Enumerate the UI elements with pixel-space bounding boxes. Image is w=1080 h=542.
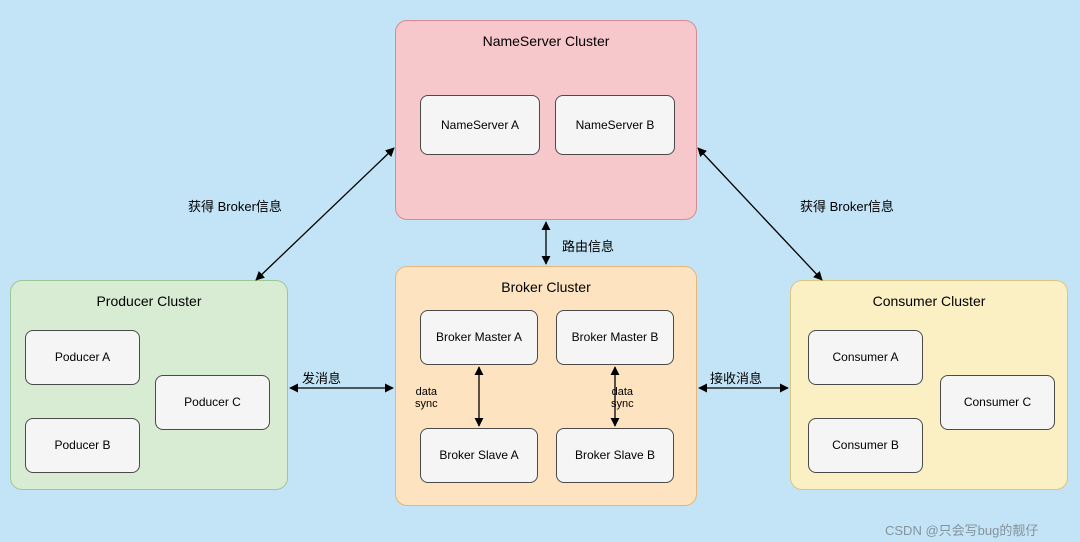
broker-cluster-title: Broker Cluster — [406, 279, 686, 295]
edge-label-e-ns-broker: 路由信息 — [562, 236, 614, 255]
node-ns-b: NameServer B — [555, 95, 675, 155]
producer-cluster-title: Producer Cluster — [21, 293, 277, 309]
watermark: CSDN @只会写bug的靓仔 — [885, 520, 1038, 539]
node-bm-b: Broker Master B — [556, 310, 674, 365]
edge-label-e-prod-ns: 获得 Broker信息 — [188, 196, 282, 215]
node-bs-a: Broker Slave A — [420, 428, 538, 483]
node-p-a: Poducer A — [25, 330, 140, 385]
diagram-canvas: NameServer Cluster NameServer ANameServer… — [0, 0, 1080, 542]
nameserver-cluster-title: NameServer Cluster — [406, 33, 686, 49]
node-c-b: Consumer B — [808, 418, 923, 473]
inner-label-sync-b: datasync — [611, 386, 634, 410]
node-bs-b: Broker Slave B — [556, 428, 674, 483]
edge-label-e-cons-ns: 获得 Broker信息 — [800, 196, 894, 215]
inner-label-sync-a: datasync — [415, 386, 438, 410]
node-p-b: Poducer B — [25, 418, 140, 473]
edge-label-e-cons-broker: 接收消息 — [710, 368, 762, 387]
consumer-cluster-title: Consumer Cluster — [801, 293, 1057, 309]
node-ns-a: NameServer A — [420, 95, 540, 155]
node-c-a: Consumer A — [808, 330, 923, 385]
node-c-c: Consumer C — [940, 375, 1055, 430]
edge-label-e-prod-broker: 发消息 — [302, 368, 341, 387]
node-bm-a: Broker Master A — [420, 310, 538, 365]
node-p-c: Poducer C — [155, 375, 270, 430]
